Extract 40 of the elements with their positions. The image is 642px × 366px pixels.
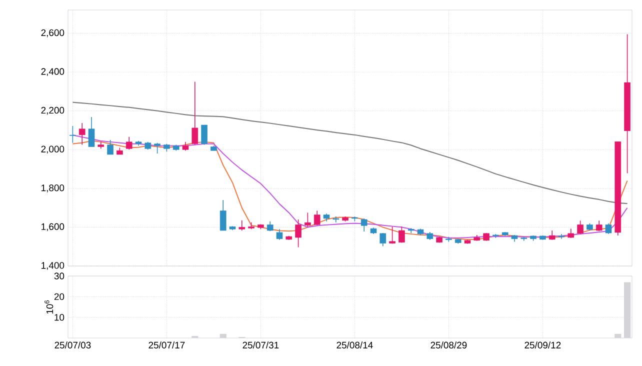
candlestick	[380, 232, 386, 247]
candlestick	[154, 142, 160, 154]
candlestick	[78, 122, 86, 146]
candlestick	[88, 116, 95, 148]
candlestick	[276, 228, 283, 240]
candlestick	[70, 126, 76, 144]
candlestick	[220, 200, 226, 231]
candlestick	[389, 226, 396, 244]
y-tick-label: 2,400	[41, 68, 64, 76]
y-tick-label: 2,600	[41, 29, 64, 38]
x-tick-label: 25/08/14	[336, 342, 373, 348]
y-tick-label: 1,600	[42, 223, 64, 232]
candlestick	[577, 220, 584, 234]
candlestick	[558, 234, 565, 240]
candlestick	[398, 226, 405, 244]
y-tick-label: 20	[54, 293, 64, 300]
candlestick	[548, 230, 556, 240]
y-tick-label: 2,200	[41, 106, 64, 115]
x-tick-label: 25/07/31	[242, 342, 279, 348]
y-tick-label: 30	[54, 272, 64, 280]
candlestick	[107, 140, 114, 155]
x-tick-label: 25/08/29	[430, 342, 467, 348]
y-tick-label: 1,800	[42, 184, 64, 192]
candlestick	[126, 136, 132, 150]
candlestick	[360, 218, 368, 232]
candlestick	[295, 219, 302, 248]
candlestick	[314, 210, 320, 226]
x-tick-label: 25/07/17	[148, 342, 185, 348]
candlestick	[201, 124, 208, 146]
x-tick-label: 25/09/12	[524, 342, 561, 348]
candlestick	[238, 220, 246, 231]
candlestick	[568, 228, 574, 238]
x-tick-label: 25/07/03	[54, 342, 91, 348]
candlestick	[192, 81, 198, 146]
candlestick	[605, 222, 612, 234]
y-tick-label: 2,000	[41, 146, 64, 154]
y-tick-label: 10	[54, 314, 64, 321]
y-tick-label: 1,400	[42, 262, 64, 270]
y-axis-title: 10$^{6}$	[44, 300, 54, 314]
candlestick	[304, 212, 311, 228]
